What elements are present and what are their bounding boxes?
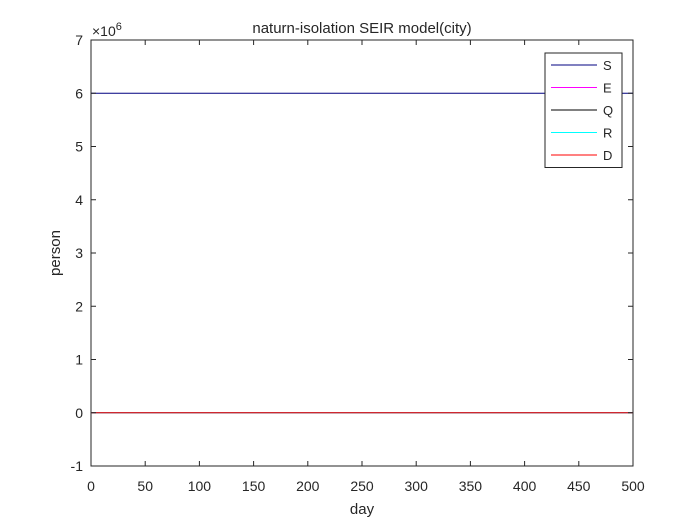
y-tick-label: 6 — [75, 85, 83, 101]
y-tick-label: -1 — [71, 458, 84, 474]
legend-label-r: R — [603, 126, 612, 141]
x-axis-label: day — [350, 501, 375, 518]
legend-label-d: D — [603, 148, 612, 163]
legend-label-q: Q — [603, 103, 613, 118]
y-tick-label: 7 — [75, 32, 83, 48]
x-tick-label: 150 — [242, 478, 266, 494]
x-tick-label: 350 — [459, 478, 483, 494]
x-tick-label: 300 — [405, 478, 429, 494]
y-exponent-base: ×10 — [92, 23, 116, 39]
plot-area — [90, 39, 634, 467]
y-tick-label: 3 — [75, 245, 83, 261]
x-tick-label: 50 — [137, 478, 153, 494]
x-tick-label: 450 — [567, 478, 591, 494]
x-tick-label: 250 — [350, 478, 374, 494]
legend-label-s: S — [603, 58, 612, 73]
legend-label-e: E — [603, 81, 612, 96]
y-tick-label: 0 — [75, 405, 83, 421]
y-tick-label: 4 — [75, 192, 83, 208]
x-tick-label: 500 — [621, 478, 645, 494]
y-tick-label: 2 — [75, 298, 83, 314]
y-tick-label: 1 — [75, 352, 83, 368]
y-axis-label: person — [47, 230, 64, 276]
y-tick-label: 5 — [75, 139, 83, 155]
y-exponent-power: 6 — [116, 21, 122, 33]
x-tick-label: 100 — [188, 478, 212, 494]
x-tick-label: 200 — [296, 478, 320, 494]
y-axis-exponent: ×106 — [92, 21, 122, 39]
x-tick-label: 0 — [87, 478, 95, 494]
series-layer — [91, 92, 633, 414]
x-tick-label: 400 — [513, 478, 537, 494]
chart-title: naturn-isolation SEIR model(city) — [252, 20, 471, 37]
